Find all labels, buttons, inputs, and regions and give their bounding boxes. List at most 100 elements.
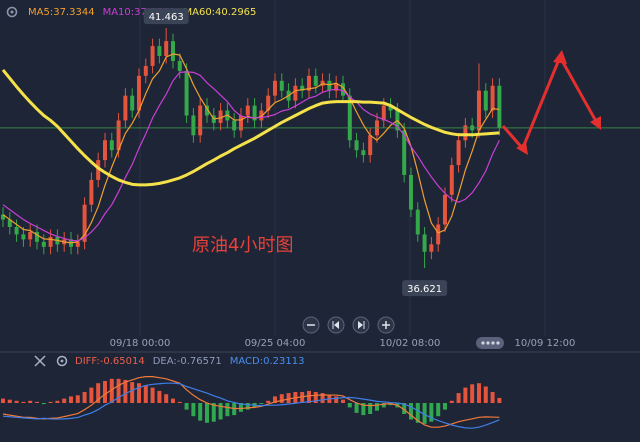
- candle-body: [476, 90, 481, 131]
- annotation: 原油4小时图: [192, 235, 293, 256]
- scroll-handle[interactable]: [476, 337, 504, 349]
- candle-body: [204, 105, 209, 116]
- candle-body: [340, 83, 345, 96]
- macd-bar: [96, 383, 101, 403]
- macd-bar: [177, 401, 182, 403]
- x-tick-label: 09/18 00:00: [110, 338, 171, 349]
- macd-bar: [218, 403, 223, 420]
- macd-bar: [191, 403, 196, 417]
- candle-body: [238, 115, 243, 131]
- macd-bar: [0, 398, 5, 403]
- macd-bar: [490, 392, 495, 403]
- candle-body: [388, 105, 393, 111]
- macd-bar: [7, 399, 12, 403]
- candle-body: [157, 46, 162, 57]
- candle-body: [164, 41, 169, 57]
- candles: [0, 28, 640, 269]
- candle-body: [408, 174, 413, 210]
- candle-body: [252, 105, 257, 121]
- macd-bar: [198, 403, 203, 421]
- macd-settings-icon[interactable]: [56, 355, 68, 367]
- macd-bar: [340, 399, 345, 403]
- macd-legend-entry: MACD:0.23113: [230, 356, 305, 367]
- candle-body: [347, 95, 352, 141]
- low-label-box: [402, 280, 448, 297]
- candle-body: [177, 60, 182, 71]
- candle-body: [449, 165, 454, 195]
- candle-body: [150, 46, 155, 66]
- candle-body: [89, 179, 94, 205]
- macd-bar: [476, 383, 481, 403]
- macd-bar: [334, 396, 339, 403]
- macd-bar: [245, 403, 250, 410]
- macd-line: [2, 376, 500, 428]
- forecast-arrows: [501, 50, 601, 155]
- candle-body: [75, 241, 80, 247]
- candle-body: [96, 160, 101, 180]
- macd-bar: [204, 403, 209, 423]
- candle-body: [198, 105, 203, 136]
- scroll-left-button[interactable]: [327, 316, 345, 334]
- candle-body: [368, 135, 373, 156]
- macd-bar: [123, 379, 128, 403]
- macd-bar: [436, 403, 441, 417]
- candle-body: [422, 234, 427, 252]
- zoom-in-button[interactable]: [377, 316, 395, 334]
- macd-bar: [361, 403, 366, 416]
- macd-bar: [402, 403, 407, 414]
- macd-bar: [109, 378, 114, 403]
- candle-body: [184, 70, 189, 116]
- candle-body: [313, 75, 318, 86]
- candle-body: [490, 85, 495, 111]
- candle-body: [334, 83, 339, 91]
- candle-body: [191, 115, 196, 136]
- zoom-out-button[interactable]: [302, 316, 320, 334]
- candle-body: [293, 85, 298, 101]
- candle-body: [28, 231, 33, 240]
- macd-bar: [102, 381, 107, 403]
- settings-icon[interactable]: [6, 6, 18, 18]
- ma-line: [2, 71, 500, 242]
- candle-body: [442, 194, 447, 225]
- close-macd-button[interactable]: [34, 355, 46, 367]
- macd-bar: [279, 394, 284, 403]
- macd-bar: [116, 378, 121, 403]
- macd-bar: [41, 403, 46, 405]
- candle-body: [0, 214, 5, 220]
- macd-bar: [408, 403, 413, 420]
- macd-bar: [266, 400, 271, 403]
- macd-bar: [347, 403, 352, 408]
- macd-bar: [143, 385, 148, 403]
- x-tick-label: 10/02 08:00: [380, 338, 441, 349]
- candle-body: [259, 110, 264, 121]
- macd-bar: [463, 387, 468, 403]
- macd-bar: [429, 403, 434, 422]
- macd-bar: [313, 392, 318, 403]
- macd-bar: [470, 384, 475, 403]
- macd-bar: [164, 394, 169, 403]
- macd-bar: [449, 400, 454, 403]
- candle-body: [402, 130, 407, 175]
- scroll-right-button[interactable]: [352, 316, 370, 334]
- candle-body: [279, 80, 284, 91]
- candle-body: [463, 125, 468, 141]
- macd-bar: [130, 382, 135, 403]
- macd-bar: [259, 403, 264, 405]
- candle-body: [483, 90, 488, 111]
- macd-bar: [442, 403, 447, 410]
- macd-bar: [300, 392, 305, 403]
- macd-bar: [211, 403, 216, 422]
- low-label-text: 36.621: [407, 284, 442, 295]
- macd-bar: [170, 398, 175, 403]
- candle-body: [306, 75, 311, 91]
- macd-bar: [82, 392, 87, 403]
- candle-body: [102, 140, 107, 161]
- macd-bar: [157, 390, 162, 403]
- candle-body: [34, 231, 39, 242]
- candle-body: [354, 140, 359, 151]
- high-label: 41.463: [143, 8, 189, 25]
- candle-body: [436, 224, 441, 245]
- candle-body: [82, 204, 87, 242]
